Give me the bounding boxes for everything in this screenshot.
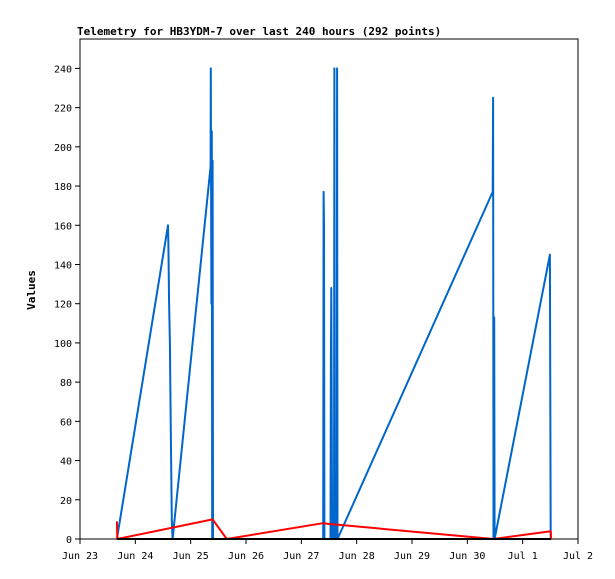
y-tick-label: 20 bbox=[60, 496, 72, 507]
x-tick-label: Jul 1 bbox=[508, 551, 538, 562]
y-tick-label: 220 bbox=[54, 104, 72, 115]
y-axis-label: Values bbox=[25, 270, 38, 310]
x-tick-label: Jun 27 bbox=[283, 551, 319, 562]
x-tick-label: Jun 26 bbox=[228, 551, 264, 562]
x-tick-label: Jun 23 bbox=[62, 551, 98, 562]
series-line bbox=[115, 518, 553, 540]
x-tick-label: Jun 24 bbox=[117, 551, 153, 562]
y-tick-label: 100 bbox=[54, 339, 72, 350]
x-tick-label: Jun 25 bbox=[173, 551, 209, 562]
x-tick-label: Jul 2 bbox=[563, 551, 593, 562]
plot-frame bbox=[79, 38, 579, 540]
y-tick-label: 80 bbox=[60, 378, 72, 389]
y-axis: 0 20 40 60 80 100 120 140 160 180 200 220 240 bbox=[54, 64, 80, 546]
x-tick-label: Jun 28 bbox=[339, 551, 375, 562]
y-tick-label: 200 bbox=[54, 143, 72, 154]
x-axis: Jun 23 Jun 24 Jun 25 Jun 26 Jun 27 Jun 28 Jun … bbox=[62, 539, 593, 562]
y-tick-label: 160 bbox=[54, 221, 72, 232]
y-tick-label: 60 bbox=[60, 417, 72, 428]
y-tick-label: 140 bbox=[54, 260, 72, 271]
y-tick-label: 40 bbox=[60, 457, 72, 468]
x-tick-label: Jun 30 bbox=[449, 551, 485, 562]
series-layer bbox=[115, 67, 553, 540]
chart-title: Telemetry for HB3YDM-7 over last 240 hou… bbox=[77, 25, 441, 38]
y-tick-label: 120 bbox=[54, 300, 72, 311]
y-tick-label: 180 bbox=[54, 182, 72, 193]
y-tick-label: 0 bbox=[66, 535, 72, 546]
x-tick-label: Jun 29 bbox=[394, 551, 430, 562]
y-tick-label: 240 bbox=[54, 64, 72, 75]
series-line bbox=[115, 67, 552, 540]
